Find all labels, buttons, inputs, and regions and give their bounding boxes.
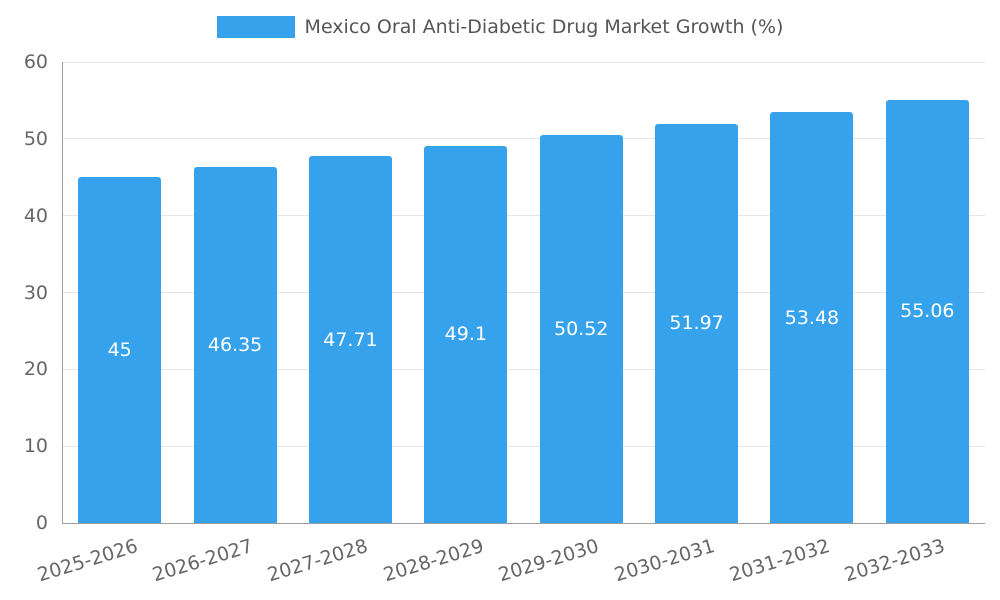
bar[interactable] — [655, 123, 739, 523]
y-tick-label: 0 — [35, 512, 48, 534]
y-tick-label: 50 — [23, 127, 48, 150]
chart-legend[interactable]: Mexico Oral Anti-Diabetic Drug Market Gr… — [0, 16, 1000, 38]
bar[interactable] — [78, 177, 162, 523]
bar-value-label: 45 — [107, 339, 132, 362]
y-tick-label: 20 — [23, 358, 48, 381]
y-tick-label: 60 — [23, 51, 48, 73]
gridline — [62, 138, 985, 140]
y-tick-label: 40 — [23, 204, 48, 227]
legend-swatch[interactable] — [216, 16, 295, 38]
bar-value-label: 53.48 — [784, 306, 840, 329]
bar[interactable] — [539, 134, 623, 523]
bar[interactable] — [885, 99, 969, 523]
gridline — [62, 445, 985, 447]
bar[interactable] — [308, 156, 392, 523]
bar-value-label: 49.1 — [444, 323, 487, 346]
bar-value-label: 50.52 — [553, 317, 609, 340]
gridline — [62, 292, 985, 293]
bar[interactable] — [193, 166, 277, 523]
y-axis-line — [62, 62, 63, 523]
bar[interactable] — [770, 112, 854, 523]
x-axis-line — [62, 523, 985, 524]
bar[interactable] — [424, 145, 508, 523]
gridline — [62, 368, 985, 370]
bar-value-label: 47.71 — [323, 328, 378, 351]
bar-value-label: 51.97 — [669, 312, 724, 335]
bar-value-label: 55.06 — [900, 300, 955, 323]
y-tick-label: 30 — [23, 281, 48, 304]
y-tick-label: 10 — [23, 435, 48, 458]
gridline — [62, 215, 985, 217]
chart-title: Mexico Oral Anti-Diabetic Drug Market Gr… — [304, 16, 784, 38]
bar-value-label: 46.35 — [207, 333, 263, 356]
gridline — [62, 61, 985, 63]
